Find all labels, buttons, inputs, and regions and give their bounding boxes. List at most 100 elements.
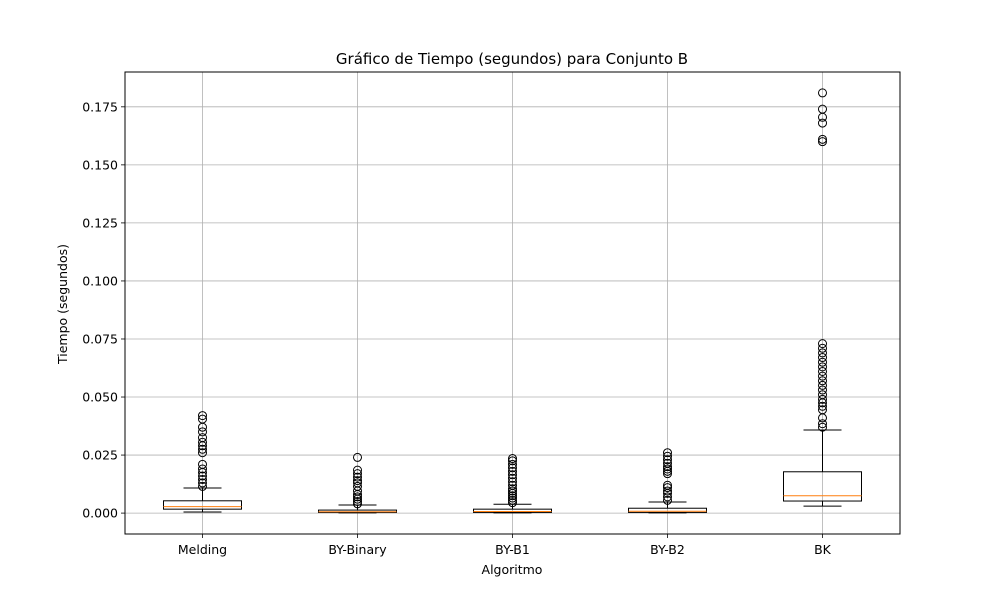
y-tick-label: 0.075 [82,331,118,346]
iqr-box [163,500,242,510]
outlier-point [818,422,827,432]
x-tick-label: BY-B1 [495,542,530,557]
outlier-point [818,348,827,358]
outlier-point [353,499,362,509]
outlier-point [818,390,827,400]
x-tick-label: BK [814,542,832,557]
x-axis-label: Algoritmo [482,562,543,577]
outlier-point [198,411,207,421]
box-group [783,88,862,507]
outlier-point [508,493,517,503]
outlier-point [663,464,672,474]
outlier-point [663,483,672,493]
outlier-point [508,495,517,505]
outlier-point [508,466,517,476]
outlier-point [508,477,517,487]
outlier-point [353,452,362,462]
outlier-point [353,492,362,502]
chart-title: Gráfico de Tiempo (segundos) para Conjun… [336,50,688,68]
y-tick-label: 0.025 [82,448,118,463]
outlier-point [818,118,827,128]
outlier-point [818,353,827,363]
outlier-point [663,462,672,472]
outlier-point [198,478,207,488]
outlier-point [198,427,207,437]
outlier-point [198,459,207,469]
iqr-box [783,471,862,502]
y-tick-label: 0.000 [82,506,118,521]
y-tick-label: 0.050 [82,390,118,405]
outlier-point [508,470,517,480]
y-tick-label: 0.125 [82,215,118,230]
outlier-point [663,455,672,465]
outlier-point [508,498,517,508]
outlier-point [353,469,362,479]
outlier-point [818,357,827,367]
box-group [163,411,242,513]
outlier-point [508,491,517,501]
outlier-point [353,481,362,491]
outlier-point [818,371,827,381]
iqr-box [628,507,707,513]
outlier-point [198,433,207,443]
outlier-point [353,472,362,482]
outlier-point [353,496,362,506]
outlier-point [663,486,672,496]
outlier-point [198,437,207,447]
x-tick-label: BY-Binary [328,542,387,557]
outlier-point [663,448,672,458]
outlier-point [818,376,827,386]
outlier-point [198,481,207,491]
outlier-point [198,471,207,481]
outlier-point [818,380,827,390]
outlier-point [353,478,362,488]
outlier-point [508,456,517,466]
outlier-point [663,492,672,502]
y-tick-label: 0.150 [82,157,118,172]
x-tick-label: BY-B2 [650,542,685,557]
outlier-point [508,473,517,483]
outlier-point [198,414,207,424]
plot-frame [124,71,901,535]
box-layer [163,88,862,514]
outlier-point [353,465,362,475]
outlier-point [818,137,827,147]
outlier-point [818,134,827,144]
axis-layer: 0.000 0.025 0.050 0.075 0.100 0.125 0.150 0.175… [82,99,831,557]
outlier-point [198,444,207,454]
outlier-point [818,401,827,411]
y-tick-label: 0.100 [82,273,118,288]
y-tick-label: 0.175 [82,99,118,114]
outlier-point [508,480,517,490]
outlier-point [818,405,827,415]
x-tick-label: Melding [178,542,227,557]
iqr-box [473,508,552,513]
outlier-point [818,419,827,429]
outlier-point [663,458,672,468]
outlier-point [663,495,672,505]
outlier-point [818,394,827,404]
outlier-point [818,366,827,376]
outlier-point [508,463,517,473]
outlier-point [508,454,517,464]
outlier-point [198,474,207,484]
outlier-point [818,362,827,372]
outlier-point [818,385,827,395]
outlier-point [508,484,517,494]
box-group [628,448,707,514]
outlier-point [663,480,672,490]
outlier-point [198,464,207,474]
outlier-point [818,343,827,353]
box-group [473,454,552,514]
outlier-point [198,448,207,458]
outlier-point [353,476,362,486]
y-axis-label: Tiempo (segundos) [55,244,70,365]
outlier-point [663,451,672,461]
box-group [318,452,397,514]
outlier-point [508,459,517,469]
outlier-point [818,104,827,114]
outlier-point [508,486,517,496]
outlier-point [818,88,827,98]
